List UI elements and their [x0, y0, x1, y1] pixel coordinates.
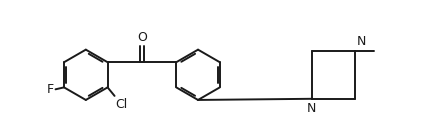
Text: N: N: [355, 35, 365, 48]
Text: O: O: [137, 31, 147, 44]
Text: F: F: [47, 83, 54, 96]
Text: N: N: [306, 102, 315, 115]
Text: Cl: Cl: [115, 98, 127, 111]
